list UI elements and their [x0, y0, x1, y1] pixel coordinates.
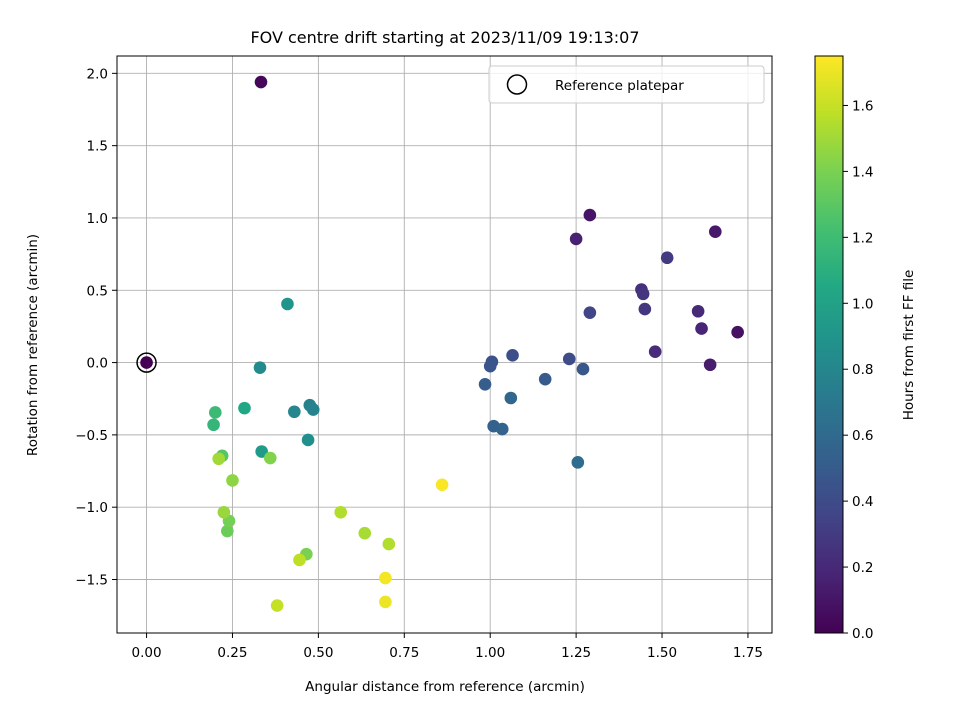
- x-tick-label: 0.00: [132, 645, 162, 661]
- colorbar-tick-label: 0.8: [852, 362, 873, 378]
- colorbar-tick-label: 1.6: [852, 98, 873, 114]
- colorbar-gradient: [814, 55, 844, 634]
- scatter-point: [238, 401, 251, 415]
- colorbar-ticks: 0.0 0.2 0.4 0.6 0.8 1.0 1.2 1.4 1.6: [843, 98, 873, 642]
- scatter-point: [301, 433, 315, 447]
- scatter-point: [660, 251, 674, 265]
- scatter-point: [221, 524, 234, 538]
- y-tick-label: 0.0: [87, 356, 108, 372]
- scatter-point: [379, 571, 392, 585]
- colorbar: 0.0 0.2 0.4 0.6 0.8 1.0 1.2 1.4 1.6 Hours from f…: [814, 55, 917, 642]
- scatter-point: [495, 422, 509, 436]
- scatter-point: [506, 349, 519, 362]
- colorbar-tick-label: 0.6: [852, 428, 873, 444]
- x-tick-label: 1.75: [733, 645, 763, 661]
- x-tick-label: 1.00: [475, 645, 505, 661]
- scatter-point: [538, 372, 552, 386]
- colorbar-tick-label: 0.0: [852, 626, 873, 642]
- colorbar-label: Hours from first FF file: [901, 270, 917, 421]
- y-tick-label: 2.0: [87, 66, 108, 82]
- scatter-point: [207, 418, 220, 432]
- y-tick-label: −1.5: [75, 572, 108, 588]
- x-tick-label: 0.50: [303, 645, 333, 661]
- y-tick-label: 1.0: [87, 211, 108, 227]
- scatter-point: [638, 302, 652, 316]
- y-axis-label: Rotation from reference (arcmin): [25, 234, 41, 456]
- scatter-point: [254, 75, 268, 89]
- scatter-point: [217, 505, 231, 519]
- y-tick-label: −1.0: [75, 500, 108, 516]
- scatter-point: [226, 474, 239, 487]
- scatter-point: [648, 345, 662, 359]
- x-axis-ticks: 0.00 0.25 0.50 0.75 1.00 1.25 1.50 1.75: [132, 633, 763, 661]
- x-axis-label: Angular distance from reference (arcmin): [305, 679, 585, 695]
- scatter-point: [478, 377, 492, 391]
- scatter-point: [695, 322, 708, 335]
- scatter-point: [636, 287, 650, 301]
- scatter-point: [703, 358, 717, 372]
- y-axis-ticks: −1.5 −1.0 −0.5 0.0 0.5 1.0 1.5 2.0: [75, 66, 117, 588]
- y-tick-label: −0.5: [75, 428, 108, 444]
- scatter-point: [140, 356, 153, 369]
- scatter-point: [583, 306, 597, 319]
- scatter-point: [708, 225, 722, 239]
- scatter-point: [569, 232, 583, 246]
- scatter-point: [208, 406, 222, 419]
- scatter-point: [583, 208, 597, 222]
- scatter-point: [435, 478, 449, 492]
- x-tick-label: 0.75: [389, 645, 419, 661]
- reference-platepar-marker: [136, 352, 157, 373]
- legend: Reference platepar: [488, 65, 765, 104]
- x-tick-label: 1.25: [561, 645, 591, 661]
- scatter-point: [562, 352, 576, 366]
- y-tick-label: 0.5: [87, 283, 108, 299]
- colorbar-tick-label: 1.0: [852, 296, 873, 312]
- scatter-point: [731, 325, 744, 339]
- plot-frame: [116, 55, 773, 634]
- scatter-point: [483, 359, 497, 373]
- scatter-point: [255, 445, 268, 458]
- scatter-point: [576, 362, 590, 376]
- colorbar-tick-label: 1.2: [852, 230, 873, 246]
- legend-reference-marker: [506, 74, 528, 95]
- scatter-point: [212, 452, 226, 466]
- x-tick-label: 1.50: [647, 645, 677, 661]
- legend-label: Reference platepar: [555, 78, 684, 94]
- scatter-point: [306, 403, 320, 416]
- scatter-point: [358, 526, 372, 540]
- chart-title: FOV centre drift starting at 2023/11/09 …: [250, 28, 639, 47]
- colorbar-tick-label: 1.4: [852, 164, 873, 180]
- scatter-point: [281, 297, 294, 311]
- scatter-point: [382, 537, 396, 551]
- data-points: [136, 75, 744, 612]
- scatter-point: [504, 391, 518, 405]
- scatter-point: [288, 405, 301, 419]
- scatter-point: [379, 595, 392, 609]
- scatter-point: [253, 361, 267, 374]
- legend-box: [488, 65, 765, 104]
- y-tick-label: 1.5: [87, 139, 108, 155]
- colorbar-tick-label: 0.2: [852, 560, 873, 576]
- scatter-point: [334, 505, 348, 519]
- scatter-point: [691, 304, 705, 318]
- scatter-point: [263, 451, 277, 465]
- scatter-point: [293, 553, 306, 567]
- grid-lines: [117, 56, 772, 633]
- colorbar-tick-label: 0.4: [852, 494, 873, 510]
- scatter-point: [571, 456, 585, 469]
- x-tick-label: 0.25: [217, 645, 247, 661]
- scatter-point: [270, 599, 284, 612]
